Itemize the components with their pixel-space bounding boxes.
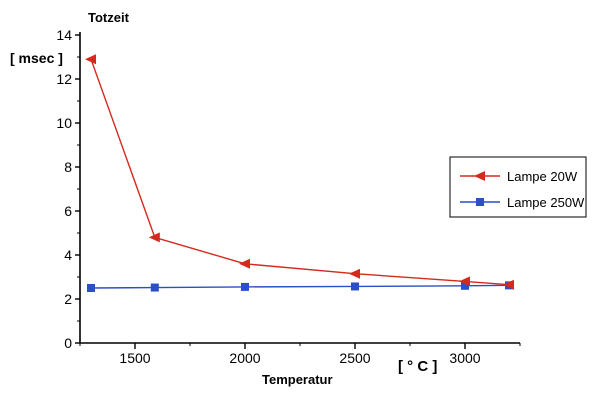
x-axis-title: Temperatur [262, 372, 333, 387]
series-0 [85, 54, 514, 290]
data-point [503, 279, 514, 290]
data-point [351, 282, 359, 291]
legend-box [449, 156, 587, 218]
data-point [148, 232, 160, 243]
series-layer [85, 54, 514, 292]
y-tick-label: 2 [64, 291, 72, 307]
legend-marker [476, 198, 484, 206]
legend-item-1: Lampe 250W [460, 195, 585, 210]
data-point [150, 283, 159, 292]
y-tick-label: 8 [64, 159, 72, 175]
y-tick-label: 4 [64, 247, 72, 263]
series-line [90, 58, 510, 286]
x-tick-label: 2000 [229, 350, 260, 366]
y-axis-title: Totzeit [88, 10, 130, 25]
legend: Lampe 20W Lampe 250W [449, 156, 587, 218]
x-axis-unit: [ ° C ] [398, 358, 437, 375]
data-point [459, 276, 470, 287]
data-point [239, 258, 250, 269]
x-tick-label: 3000 [449, 350, 480, 366]
y-tick-label: 12 [56, 71, 72, 87]
series-1 [87, 281, 513, 292]
y-tick-label: 10 [56, 115, 72, 131]
y-tick-label: 6 [64, 203, 72, 219]
legend-label: Lampe 250W [507, 195, 585, 210]
series-line [90, 284, 510, 289]
legend-marker [474, 171, 485, 181]
legend-item-0: Lampe 20W [460, 169, 578, 184]
data-point [87, 284, 95, 292]
y-tick-label: 0 [64, 335, 72, 351]
y-axis-unit: [ msec ] [10, 50, 63, 66]
x-tick-label: 1500 [119, 350, 150, 366]
x-tick-label: 2500 [339, 350, 370, 366]
legend-label: Lampe 20W [507, 169, 578, 184]
y-tick-label: 14 [56, 27, 72, 43]
data-point [241, 282, 249, 291]
ticks: 0 2 4 6 8 10 12 14 1500 2000 2500 3000 [56, 27, 521, 366]
data-point [349, 268, 360, 279]
data-point [85, 54, 96, 65]
data-point [461, 281, 469, 290]
